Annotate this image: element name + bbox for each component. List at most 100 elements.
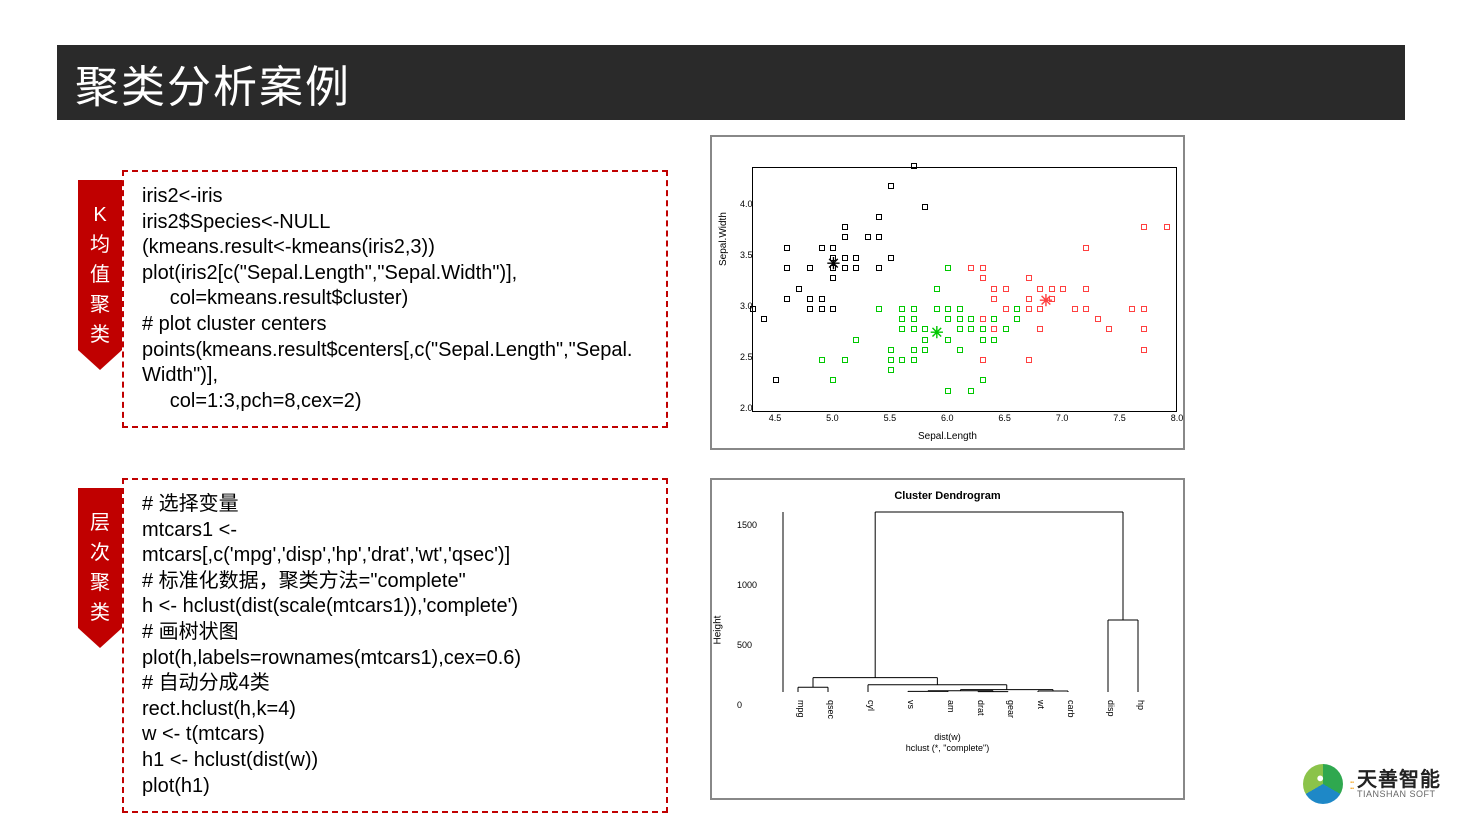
scatter-point <box>991 296 997 302</box>
scatter-point <box>1083 306 1089 312</box>
scatter-point <box>888 367 894 373</box>
scatter-xtick: 5.5 <box>884 413 897 423</box>
scatter-point <box>945 388 951 394</box>
scatter-point <box>911 316 917 322</box>
scatter-point <box>842 265 848 271</box>
scatter-point <box>830 306 836 312</box>
scatter-center: ✳ <box>827 257 840 273</box>
scatter-point <box>876 214 882 220</box>
scatter-point <box>911 306 917 312</box>
scatter-point <box>1164 224 1170 230</box>
scatter-point <box>945 306 951 312</box>
scatter-point <box>911 163 917 169</box>
scatter-point <box>830 275 836 281</box>
dendro-svg: mpgqseccylvsamdratgearwtcarbdisphp <box>743 502 1153 732</box>
scatter-point <box>842 357 848 363</box>
logo-en: TIANSHAN SOFT <box>1357 790 1441 799</box>
scatter-point <box>1049 286 1055 292</box>
scatter-ytick: 2.0 <box>740 403 753 413</box>
scatter-xtick: 7.0 <box>1056 413 1069 423</box>
scatter-point <box>1026 296 1032 302</box>
scatter-point <box>1141 224 1147 230</box>
hclust-code: # 选择变量 mtcars1 <- mtcars[,c('mpg','disp'… <box>142 492 648 799</box>
scatter-point <box>1026 357 1032 363</box>
scatter-ytick: 3.0 <box>740 301 753 311</box>
dendro-footer2: hclust (*, "complete") <box>712 743 1183 754</box>
dendro-ytick: 500 <box>737 640 752 650</box>
scatter-point <box>1014 316 1020 322</box>
scatter-point <box>1037 286 1043 292</box>
kmeans-code-box: iris2<-iris iris2$Species<-NULL (kmeans.… <box>122 170 668 428</box>
scatter-point <box>934 286 940 292</box>
scatter-plot: Sepal.Width ✳✳✳ Sepal.Length 4.55.05.56.… <box>710 135 1185 450</box>
scatter-ytick: 4.0 <box>740 199 753 209</box>
scatter-ytick: 3.5 <box>740 250 753 260</box>
scatter-point <box>1083 286 1089 292</box>
scatter-point <box>922 337 928 343</box>
scatter-xlabel: Sepal.Length <box>712 431 1183 442</box>
dendro-leaf: vs <box>906 700 916 710</box>
scatter-point <box>888 357 894 363</box>
scatter-point <box>1060 286 1066 292</box>
scatter-point <box>1026 306 1032 312</box>
scatter-point <box>991 326 997 332</box>
scatter-point <box>1072 306 1078 312</box>
scatter-point <box>876 306 882 312</box>
scatter-ylabel: Sepal.Width <box>718 212 729 266</box>
scatter-point <box>1141 347 1147 353</box>
scatter-point <box>957 316 963 322</box>
scatter-point <box>842 255 848 261</box>
scatter-point <box>842 234 848 240</box>
scatter-point <box>968 326 974 332</box>
scatter-point <box>773 377 779 383</box>
scatter-point <box>968 265 974 271</box>
scatter-point <box>1003 326 1009 332</box>
dendro-title: Cluster Dendrogram <box>712 490 1183 502</box>
scatter-point <box>819 245 825 251</box>
kmeans-code: iris2<-iris iris2$Species<-NULL (kmeans.… <box>142 184 648 414</box>
scatter-point <box>922 326 928 332</box>
scatter-center: ✳ <box>930 326 943 342</box>
scatter-point <box>761 316 767 322</box>
scatter-point <box>888 183 894 189</box>
scatter-point <box>991 337 997 343</box>
dendro-ytick: 1000 <box>737 580 757 590</box>
dendro-leaf: disp <box>1106 700 1116 717</box>
scatter-point <box>876 234 882 240</box>
scatter-point <box>922 204 928 210</box>
scatter-point <box>830 245 836 251</box>
scatter-point <box>888 255 894 261</box>
scatter-xtick: 8.0 <box>1171 413 1184 423</box>
scatter-point <box>807 296 813 302</box>
scatter-point <box>911 326 917 332</box>
scatter-point <box>1003 306 1009 312</box>
scatter-area: ✳ ✳ ✳ <box>752 167 1177 412</box>
scatter-point <box>980 357 986 363</box>
scatter-point <box>842 224 848 230</box>
scatter-point <box>1026 275 1032 281</box>
scatter-point <box>784 265 790 271</box>
logo-zh: 天善智能 <box>1357 770 1441 790</box>
scatter-point <box>934 306 940 312</box>
kmeans-tag: K均值聚类 <box>78 180 122 370</box>
scatter-point <box>980 377 986 383</box>
scatter-point <box>968 388 974 394</box>
scatter-point <box>980 265 986 271</box>
scatter-point <box>980 337 986 343</box>
dendro-leaf: gear <box>1006 700 1016 718</box>
scatter-xtick: 6.0 <box>941 413 954 423</box>
scatter-point <box>911 347 917 353</box>
scatter-point <box>784 245 790 251</box>
scatter-point <box>899 357 905 363</box>
logo-text: 天善智能 TIANSHAN SOFT <box>1357 770 1441 799</box>
scatter-center: ✳ <box>1039 294 1052 310</box>
scatter-point <box>911 357 917 363</box>
scatter-point <box>1014 306 1020 312</box>
scatter-point <box>784 296 790 302</box>
scatter-point <box>957 326 963 332</box>
scatter-point <box>865 234 871 240</box>
dendro-leaf: carb <box>1066 700 1076 718</box>
scatter-point <box>1106 326 1112 332</box>
scatter-point <box>819 306 825 312</box>
scatter-point <box>945 337 951 343</box>
